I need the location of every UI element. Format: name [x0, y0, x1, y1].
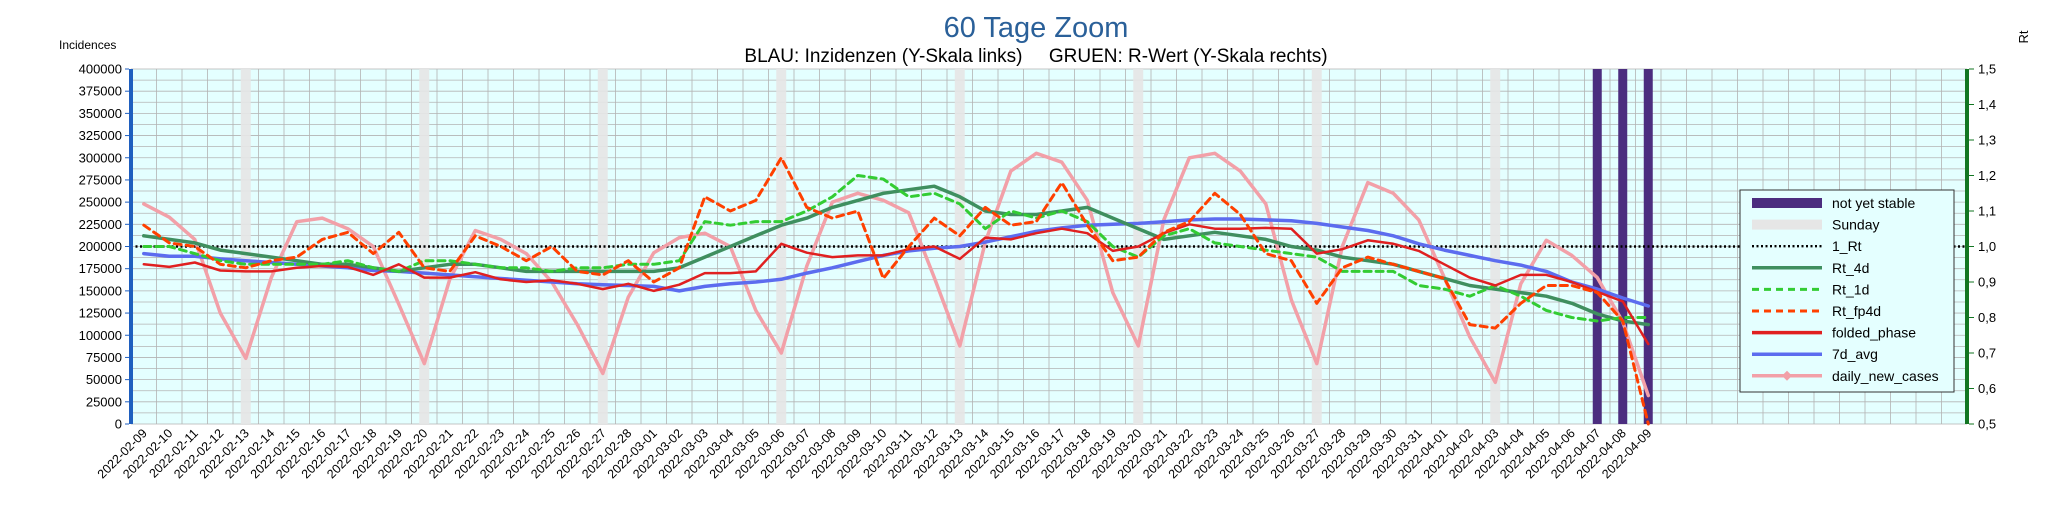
y-left-tick-label: 275000	[79, 172, 122, 187]
legend-label: 1_Rt	[1832, 238, 1862, 254]
sunday-bar	[597, 69, 608, 424]
axes	[129, 69, 1969, 424]
y-left-tick-label: 150000	[79, 283, 122, 298]
y-left-tick-label: 50000	[86, 372, 122, 387]
y-right-tick-label: 0,7	[1978, 346, 1996, 361]
y-right-tick-label: 0,9	[1978, 275, 1996, 290]
y-left-tick-label: 375000	[79, 84, 122, 99]
legend-symbol	[1752, 219, 1822, 230]
y-right-tick-label: 0,6	[1978, 381, 1996, 396]
y-left-tick-label: 400000	[79, 62, 122, 77]
legend-label: daily_new_cases	[1832, 368, 1939, 384]
y-left-tick-label: 25000	[86, 394, 122, 409]
sunday-bar	[776, 69, 787, 424]
y-right-tick-label: 0,8	[1978, 310, 1996, 325]
y-left-tick-label: 100000	[79, 328, 122, 343]
y-left-tick-labels: 0 25000 50000 75000 100000 125000 150000 175000…	[79, 62, 129, 432]
legend: not yet stable Sunday 1_Rt Rt_4d Rt_1d Rt_fp4…	[1739, 189, 1955, 393]
legend-label: Sunday	[1832, 217, 1879, 233]
y-left-tick-label: 0	[115, 417, 122, 432]
y-left-tick-label: 175000	[79, 261, 122, 276]
series-Rt-1d	[142, 174, 1650, 323]
not-yet-stable-bar	[1618, 69, 1628, 424]
legend-marker	[1782, 370, 1792, 381]
y-right-tick-label: 1,5	[1978, 62, 1996, 77]
y-right-axis-label: Rt	[2016, 30, 2031, 43]
y-left-tick-label: 75000	[86, 350, 122, 365]
chart-title: 60 Tage Zoom	[944, 12, 1129, 44]
y-right-tick-label: 1,0	[1978, 239, 1996, 254]
legend-symbol	[1752, 198, 1822, 208]
legend-label: Rt_4d	[1832, 260, 1869, 276]
legend-label: 7d_avg	[1832, 346, 1878, 362]
y-left-tick-label: 350000	[79, 106, 122, 121]
y-left-tick-label: 225000	[79, 217, 122, 232]
chart-subtitle: BLAU: Inzidenzen (Y-Skala links) GRUEN: …	[744, 46, 1327, 67]
y-left-tick-label: 325000	[79, 128, 122, 143]
y-right-tick-label: 1,2	[1978, 168, 1996, 183]
data-series	[131, 151, 1967, 426]
series-folded-phase	[142, 223, 1650, 346]
y-right-tick-label: 0,5	[1978, 417, 1996, 432]
y-right-tick-label: 1,1	[1978, 204, 1996, 219]
series-daily-new-cases	[142, 151, 1651, 398]
not-yet-stable-bar	[1592, 69, 1602, 424]
y-left-tick-label: 250000	[79, 195, 122, 210]
sunday-bar	[1311, 69, 1322, 424]
series-Rt-fp4d	[142, 156, 1650, 426]
y-left-tick-label: 200000	[79, 239, 122, 254]
y-right-tick-label: 1,4	[1978, 97, 1996, 112]
y-right-tick-labels: 0,5 0,6 0,7 0,8 0,9 1,0 1,1 1,2 1,3 1,4 1,5	[1969, 62, 1996, 432]
y-left-tick-label: 125000	[79, 306, 122, 321]
legend-label: Rt_1d	[1832, 281, 1869, 297]
legend-label: not yet stable	[1832, 195, 1915, 211]
legend-label: Rt_fp4d	[1832, 303, 1881, 319]
y-left-tick-label: 300000	[79, 150, 122, 165]
sunday-bar	[240, 69, 251, 424]
y-left-axis-label: Incidences	[59, 38, 116, 52]
y-right-tick-label: 1,3	[1978, 133, 1996, 148]
legend-label: folded_phase	[1832, 325, 1916, 341]
